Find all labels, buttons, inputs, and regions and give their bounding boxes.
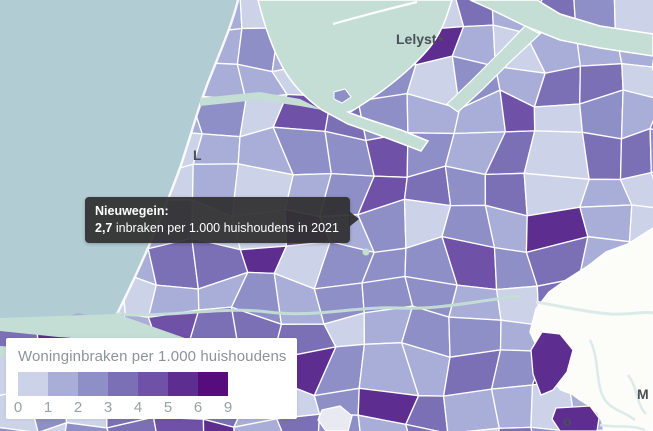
municipality-region[interactable] (649, 100, 653, 143)
municipality-region[interactable] (62, 422, 116, 431)
municipality-region[interactable] (441, 427, 500, 431)
place-label-l: L (193, 147, 202, 163)
legend-swatch (48, 372, 78, 396)
city-marker-icon (438, 36, 444, 42)
legend-tick-label: 5 (163, 399, 173, 416)
municipality-region[interactable] (523, 130, 590, 180)
coastline-edge (115, 0, 240, 315)
municipality-region[interactable] (202, 418, 235, 431)
municipality-region[interactable] (551, 405, 600, 431)
municipality-region[interactable] (442, 388, 500, 431)
tooltip-text: inbraken per 1.000 huishoudens in 2021 (112, 220, 339, 235)
tooltip-value: 2,7 (95, 220, 113, 235)
legend-tick-label: 3 (103, 399, 113, 416)
legend-tick-label: 4 (133, 399, 143, 416)
legend-title: Woninginbraken per 1.000 huishoudens (18, 348, 287, 365)
tooltip-body: 2,7 inbraken per 1.000 huishoudens in 20… (95, 220, 339, 237)
legend-tick-label: 6 (193, 399, 203, 416)
small-lake (362, 248, 370, 256)
municipality-region[interactable] (649, 127, 653, 174)
place-label-lelystad: Lelyst (396, 31, 437, 47)
marken-islet (333, 88, 352, 104)
map-tooltip: Nieuwegein: 2,7 inbraken per 1.000 huish… (85, 197, 359, 243)
municipality-region[interactable] (621, 63, 653, 100)
municipality-region[interactable] (357, 414, 417, 431)
legend-tick-label: 9 (223, 399, 233, 416)
tooltip-municipality: Nieuwegein: (95, 204, 169, 218)
markermeer-lake (257, 0, 453, 152)
outside-river (535, 300, 653, 316)
north-sea (0, 0, 238, 321)
outside-river (599, 374, 647, 431)
municipality-region[interactable] (152, 416, 205, 431)
veluwemeer-channel (446, 25, 542, 113)
place-labels: Lelyst L M o (193, 31, 649, 429)
legend-tick-label: 2 (73, 399, 83, 416)
municipality-region[interactable] (38, 422, 68, 431)
legend-panel: Woninginbraken per 1.000 huishoudens 0 1 2… (6, 338, 297, 419)
legend-swatch (198, 372, 228, 396)
municipality-region[interactable] (613, 0, 653, 35)
ketelmeer-lake (469, 0, 653, 57)
legend-swatch (168, 372, 198, 396)
tooltip-arrow-icon (348, 211, 359, 227)
municipality-region[interactable] (533, 103, 584, 133)
legend-swatch (18, 372, 48, 396)
municipality-region[interactable] (530, 331, 574, 396)
municipality-region[interactable] (405, 395, 449, 431)
dike-line (332, 0, 418, 26)
outside-river (588, 339, 636, 421)
municipality-region[interactable] (490, 384, 534, 429)
municipality-region[interactable] (317, 405, 353, 431)
legend-tick-labels: 0 1 2 3 4 5 6 9 (14, 399, 297, 419)
place-label-o: o (563, 413, 572, 429)
municipality-region[interactable] (581, 131, 623, 181)
municipality-region[interactable] (233, 418, 295, 431)
river-rhine (116, 294, 521, 317)
place-label-m: M (637, 386, 649, 402)
legend-tick-label: 1 (43, 399, 53, 416)
municipality-region[interactable] (491, 426, 538, 431)
municipality-region[interactable] (106, 416, 162, 431)
legend-tick-label: 0 (13, 399, 23, 416)
legend-swatch (108, 372, 138, 396)
ij-canal (200, 92, 322, 110)
legend-swatch (78, 372, 108, 396)
municipality-region[interactable] (619, 171, 653, 209)
municipality-region[interactable] (405, 423, 448, 431)
legend-swatches (18, 372, 297, 396)
legend-swatch (138, 372, 168, 396)
